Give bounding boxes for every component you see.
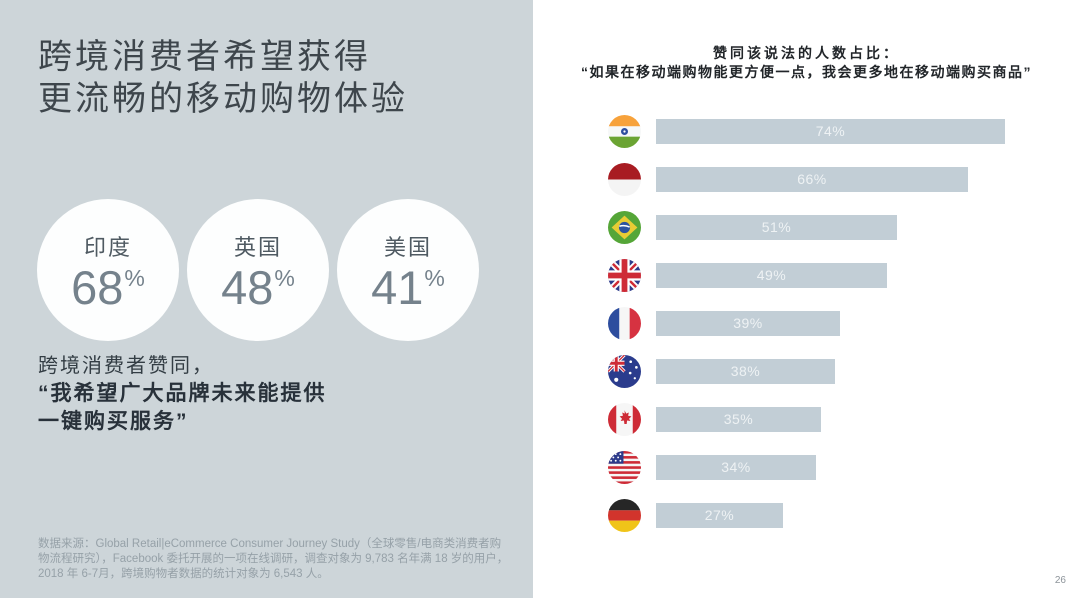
left-panel: 跨境消费者希望获得 更流畅的移动购物体验 印度 68% 英国 48% 美国 41…	[0, 0, 533, 598]
statement-quote-line2: 一键购买服务”	[38, 410, 189, 433]
page-title-line2: 更流畅的移动购物体验	[38, 80, 408, 118]
stat-circle-uk: 英国 48%	[187, 199, 329, 341]
chart-row: 27%	[608, 491, 1005, 539]
bar-canada: 35%	[656, 406, 821, 432]
statement-quote-line1: “我希望广大品牌未来能提供	[38, 382, 327, 405]
chart-row: 38%	[608, 347, 1005, 395]
bar-uk: 49%	[656, 262, 887, 288]
bar-value-label: 51%	[761, 219, 792, 235]
bar-germany: 27%	[656, 502, 783, 528]
stat-number: 41	[371, 260, 424, 314]
chart-row: 39%	[608, 299, 1005, 347]
bar-australia: 38%	[656, 358, 835, 384]
statement-intro: 跨境消费者赞同，	[38, 355, 214, 377]
stat-percent-sign: %	[124, 264, 145, 291]
bar-value-label: 38%	[730, 363, 761, 379]
bar-india: 74%	[656, 118, 1005, 144]
bar-usa: 34%	[656, 454, 816, 480]
bar-value-label: 34%	[721, 459, 751, 475]
statement: 跨境消费者赞同， “我希望广大品牌未来能提供 一键购买服务”	[38, 352, 327, 436]
chart-rows: 74% 66% 51% 49% 39% 38% 35% 34% 27%	[608, 107, 1005, 539]
stat-circle-usa: 美国 41%	[337, 199, 479, 341]
data-source-note: 数据来源：Global Retail|eCommerce Consumer Jo…	[38, 538, 509, 580]
chart-row: 66%	[608, 155, 1005, 203]
flag-france-icon	[608, 306, 641, 340]
bar-value-label: 49%	[756, 267, 787, 283]
chart-title: 赞同该说法的人数占比： “如果在移动端购物能更方便一点，我会更多地在移动端购买商…	[533, 44, 1080, 82]
flag-germany-icon	[608, 498, 641, 532]
bar-france: 39%	[656, 310, 840, 336]
flag-australia-icon	[608, 354, 641, 388]
stat-circles: 印度 68% 英国 48% 美国 41%	[37, 199, 479, 341]
stat-country-label: 印度	[83, 234, 132, 260]
chart-area: 赞同该说法的人数占比： “如果在移动端购物能更方便一点，我会更多地在移动端购买商…	[533, 0, 1080, 598]
page-title-line1: 跨境消费者希望获得	[38, 38, 371, 76]
bar-indonesia: 66%	[656, 166, 968, 192]
bar-value-label: 66%	[797, 171, 827, 187]
stat-number: 48	[221, 260, 274, 314]
chart-row: 49%	[608, 251, 1005, 299]
stat-percent-sign: %	[424, 264, 445, 291]
flag-usa-icon	[608, 450, 641, 484]
bar-value-label: 27%	[704, 507, 735, 523]
flag-india-icon	[608, 114, 641, 148]
page-number: 26	[1054, 575, 1066, 586]
stat-number: 68	[71, 260, 124, 314]
stat-circle-india: 印度 68%	[37, 199, 179, 341]
flag-canada-icon	[608, 402, 641, 436]
flag-brazil-icon	[608, 210, 641, 244]
bar-value-label: 74%	[815, 123, 846, 139]
chart-title-line1: 赞同该说法的人数占比：	[713, 45, 900, 61]
stat-country-label: 英国	[233, 234, 282, 260]
stat-value: 48%	[221, 264, 295, 311]
flag-indonesia-icon	[608, 162, 641, 196]
bar-value-label: 35%	[723, 411, 754, 427]
chart-row: 34%	[608, 443, 1005, 491]
chart-row: 35%	[608, 395, 1005, 443]
bar-brazil: 51%	[656, 214, 897, 240]
page-title: 跨境消费者希望获得 更流畅的移动购物体验	[38, 36, 408, 120]
flag-uk-icon	[608, 258, 641, 292]
bar-value-label: 39%	[733, 315, 763, 331]
chart-row: 74%	[608, 107, 1005, 155]
stat-value: 68%	[71, 264, 145, 311]
stat-value: 41%	[371, 264, 445, 311]
stat-country-label: 美国	[383, 234, 432, 260]
chart-row: 51%	[608, 203, 1005, 251]
stat-percent-sign: %	[274, 264, 295, 291]
chart-title-line2: “如果在移动端购物能更方便一点，我会更多地在移动端购买商品”	[581, 64, 1032, 80]
